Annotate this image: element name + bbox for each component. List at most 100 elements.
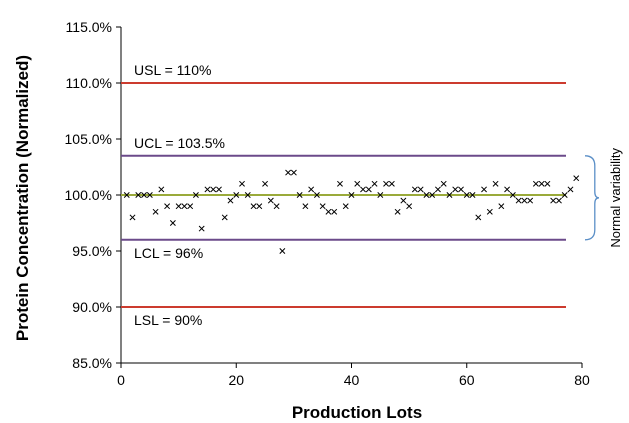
x-axis-title: Production Lots: [292, 403, 422, 422]
data-point: [325, 208, 332, 215]
reference-line-label: UCL = 103.5%: [134, 135, 225, 151]
normal-variability-brace: Normal variability: [584, 147, 623, 248]
data-point: [290, 169, 297, 176]
data-point: [331, 208, 338, 215]
data-point: [458, 186, 464, 193]
data-point: [227, 197, 234, 204]
data-point: [498, 203, 505, 210]
data-point: [400, 197, 407, 204]
data-point: [434, 186, 441, 193]
data-point: [481, 186, 487, 193]
x-tick-label: 80: [574, 372, 590, 388]
data-point: [296, 192, 303, 198]
data-point: [158, 186, 165, 193]
brace-annotation: Normal variability: [608, 147, 623, 247]
data-point: [239, 180, 245, 187]
tick-labels: 85.0% 90.0% 95.0% 100.0% 105.0% 110.0% 115.0% 0…: [65, 19, 590, 388]
data-point: [221, 214, 228, 221]
data-point: [561, 192, 568, 198]
y-tick-label: 115.0%: [66, 19, 112, 35]
data-point: [337, 180, 343, 187]
data-point: [285, 169, 292, 176]
data-point: [504, 186, 511, 193]
data-point: [123, 192, 130, 198]
y-axis-title: Protein Concentration (Normalized): [13, 55, 32, 341]
data-point: [233, 192, 240, 198]
data-point: [532, 180, 539, 187]
data-point: [313, 192, 320, 198]
data-point: [129, 214, 136, 221]
y-tick-label: 85.0%: [72, 355, 112, 371]
data-point: [406, 203, 413, 210]
data-point: [475, 214, 482, 221]
reference-line-label: LCL = 96%: [134, 245, 203, 261]
data-point: [262, 180, 269, 187]
x-tick-label: 20: [228, 372, 244, 388]
y-tick-label: 95.0%: [72, 243, 112, 259]
x-tick-label: 0: [117, 372, 125, 388]
data-point: [192, 192, 199, 198]
x-tick-label: 60: [459, 372, 475, 388]
data-point: [146, 192, 153, 198]
data-point: [135, 192, 142, 198]
x-tick-label: 40: [344, 372, 360, 388]
data-point: [164, 203, 171, 210]
data-point: [417, 186, 424, 193]
data-point: [544, 180, 551, 187]
data-point: [411, 186, 418, 193]
data-point: [360, 186, 366, 193]
data-point: [440, 180, 447, 187]
data-point: [486, 208, 493, 215]
data-point: [573, 175, 580, 182]
data-point: [423, 192, 430, 198]
y-tick-label: 90.0%: [72, 299, 112, 315]
data-point: [452, 186, 459, 193]
data-point: [267, 197, 274, 204]
data-point: [429, 192, 436, 198]
data-point: [394, 208, 401, 215]
y-tick-label: 100.0%: [65, 187, 112, 203]
data-point: [198, 225, 205, 232]
data-point: [169, 220, 176, 226]
data-points: [123, 169, 580, 254]
data-point: [567, 186, 574, 193]
data-point: [141, 192, 148, 198]
data-point: [319, 203, 326, 210]
data-point: [279, 248, 286, 254]
data-point: [256, 203, 263, 210]
data-point: [538, 180, 545, 187]
data-point: [365, 186, 372, 193]
data-point: [216, 186, 222, 193]
data-point: [354, 180, 361, 187]
data-point: [492, 180, 499, 187]
y-tick-label: 105.0%: [65, 131, 112, 147]
data-point: [152, 208, 159, 215]
data-point: [383, 180, 390, 187]
data-point: [469, 192, 476, 198]
data-point: [555, 197, 562, 204]
y-tick-label: 110.0%: [66, 75, 112, 91]
data-point: [446, 192, 453, 198]
brace-icon: [584, 155, 600, 241]
data-point: [204, 186, 211, 193]
data-point: [521, 197, 528, 204]
data-point: [175, 203, 182, 210]
data-point: [187, 203, 194, 210]
data-point: [550, 197, 557, 204]
data-point: [377, 192, 384, 198]
data-point: [181, 203, 188, 210]
data-point: [463, 192, 470, 198]
data-point: [342, 203, 349, 210]
data-point: [308, 186, 315, 193]
data-point: [348, 192, 355, 198]
reference-line-label: USL = 110%: [134, 62, 211, 78]
data-point: [515, 197, 522, 204]
data-point: [250, 203, 257, 210]
data-point: [388, 180, 395, 187]
data-point: [527, 197, 534, 204]
data-point: [371, 180, 378, 187]
data-point: [244, 192, 251, 198]
data-point: [509, 192, 516, 198]
data-point: [302, 203, 309, 210]
